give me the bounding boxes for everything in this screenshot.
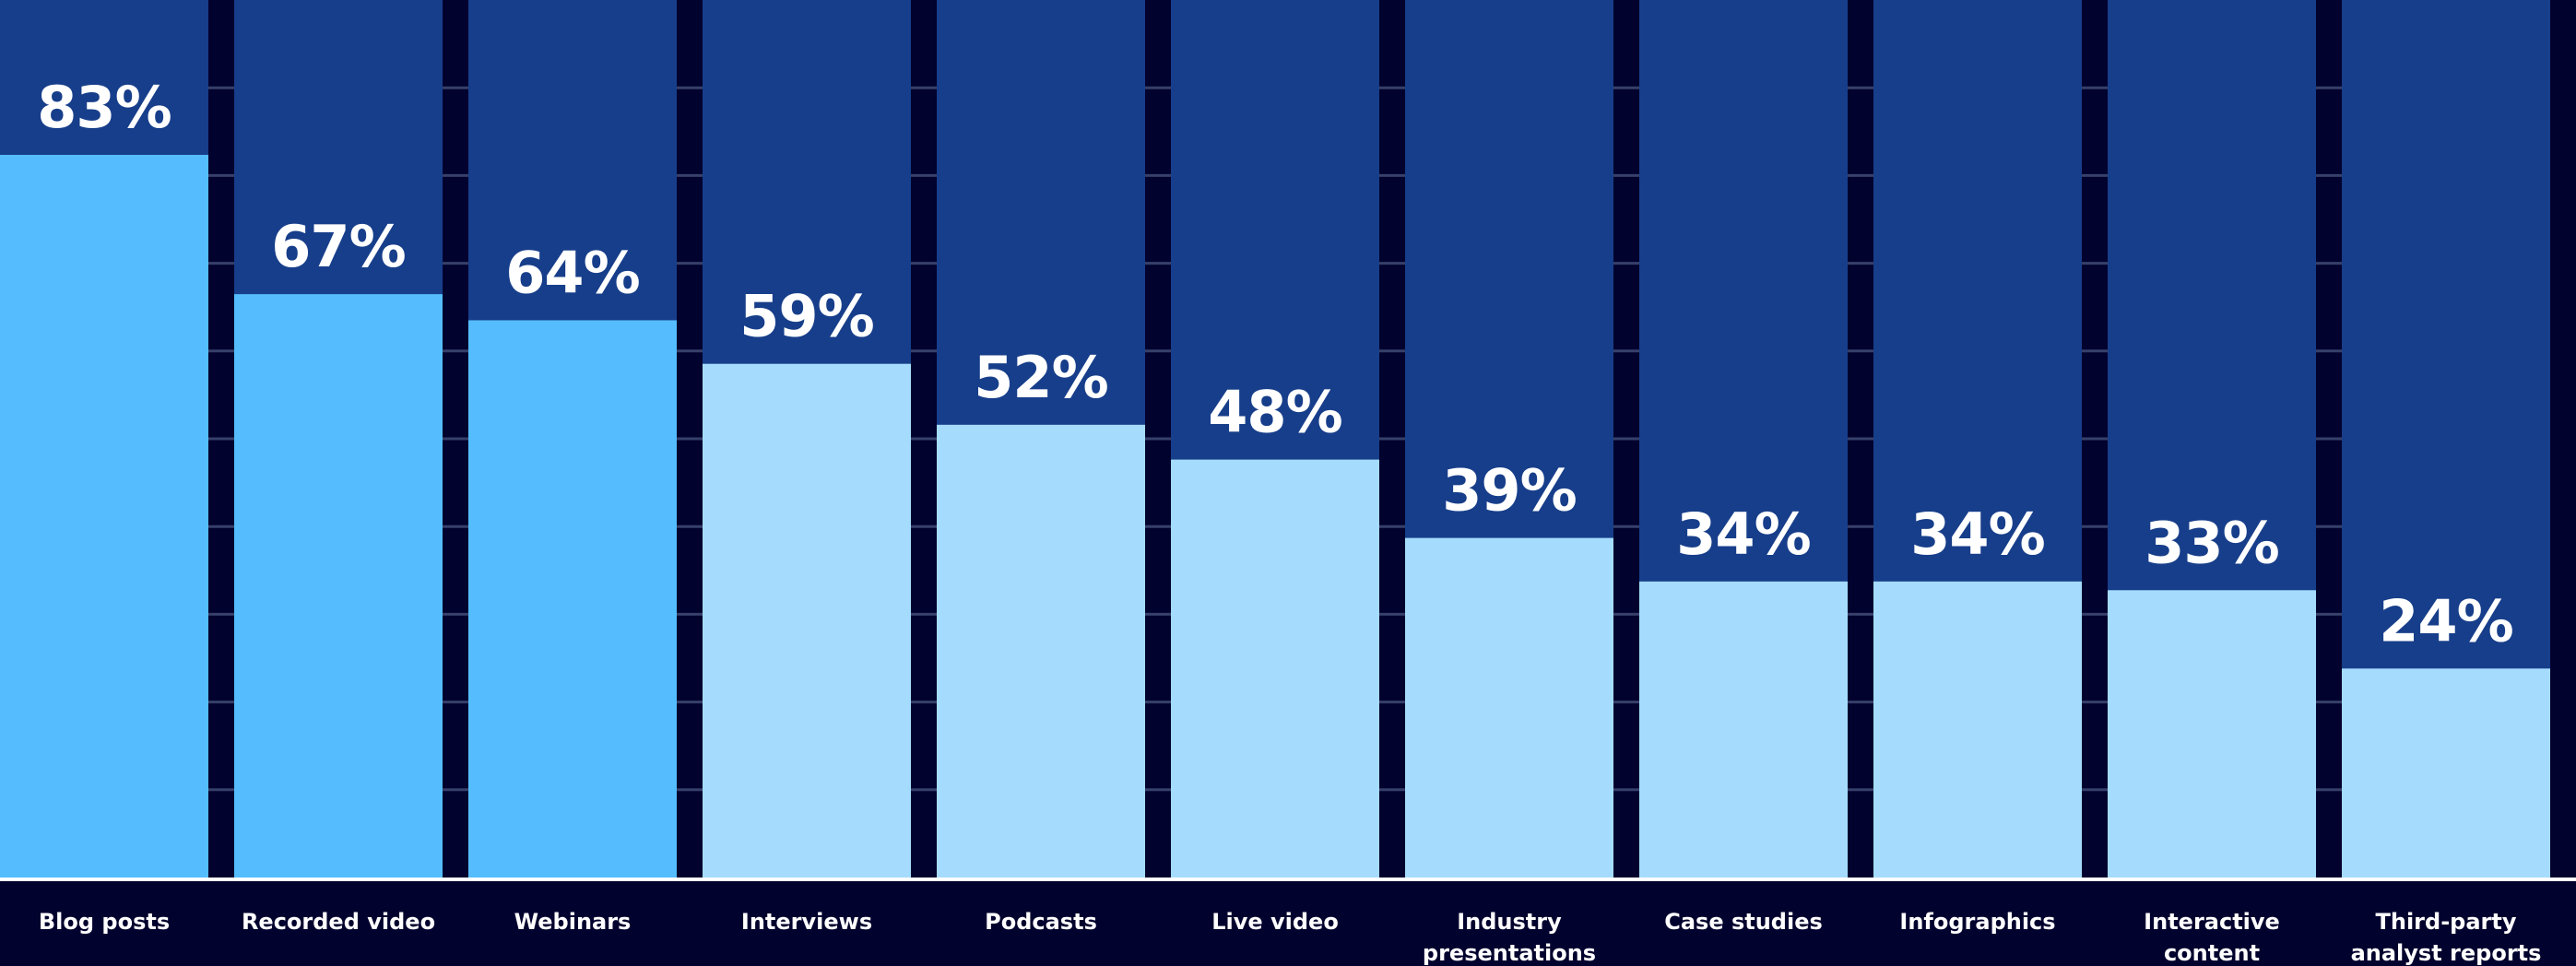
- bar-group: [1405, 0, 1613, 878]
- category-label-line: Interactive: [2144, 909, 2280, 935]
- bar-group: [1873, 0, 2082, 878]
- bar-group: [2342, 0, 2550, 878]
- category-label: Industry presentations: [1423, 909, 1596, 966]
- category-label: Live video: [1211, 909, 1339, 935]
- category-label: Case studies: [1664, 909, 1823, 935]
- category-label-line: presentations: [1423, 940, 1596, 966]
- value-label: 39%: [1442, 457, 1576, 524]
- value-label: 52%: [974, 344, 1107, 411]
- bar-group: [234, 0, 443, 878]
- category-label-line: Infographics: [1899, 909, 2055, 935]
- bar: [1639, 581, 1848, 878]
- bar: [703, 363, 911, 878]
- value-label: 64%: [505, 239, 639, 306]
- value-label: 33%: [2145, 509, 2278, 576]
- category-label: Podcasts: [985, 909, 1097, 935]
- category-label: Recorded video: [242, 909, 435, 935]
- bar: [234, 294, 443, 878]
- bar: [1171, 459, 1379, 878]
- bar-group: [2108, 0, 2316, 878]
- bar-group: [1171, 0, 1379, 878]
- bar-group: [1639, 0, 1848, 878]
- value-label: 83%: [37, 74, 171, 141]
- category-label-line: Case studies: [1664, 909, 1823, 935]
- category-label: Blog posts: [39, 909, 170, 935]
- category-label-line: Interviews: [741, 909, 872, 935]
- value-label: 34%: [1910, 501, 2044, 568]
- bar: [1873, 581, 2082, 878]
- category-label: Third-party analyst reports: [2351, 909, 2542, 966]
- bar: [0, 155, 208, 878]
- category-label-line: Webinars: [514, 909, 632, 935]
- bar-group: [703, 0, 911, 878]
- category-label: Interviews: [741, 909, 872, 935]
- bar: [2108, 590, 2316, 878]
- bar-group: [0, 0, 208, 878]
- value-label: 48%: [1208, 379, 1341, 446]
- category-label: Interactive content: [2144, 909, 2280, 966]
- category-label-line: Industry: [1457, 909, 1562, 935]
- bar-group: [468, 0, 677, 878]
- category-label-line: Podcasts: [985, 909, 1097, 935]
- value-label: 67%: [271, 213, 405, 280]
- value-label: 59%: [739, 283, 873, 350]
- value-label: 34%: [1676, 501, 1810, 568]
- category-label-line: Blog posts: [39, 909, 170, 935]
- category-label-line: Third-party: [2376, 909, 2517, 935]
- category-label-line: analyst reports: [2351, 940, 2542, 966]
- bar: [1405, 537, 1613, 878]
- bar-group: [937, 0, 1145, 878]
- category-label-line: content: [2164, 940, 2260, 966]
- value-label: 24%: [2379, 587, 2512, 654]
- bar: [2342, 668, 2550, 878]
- bar: [937, 424, 1145, 878]
- category-label: Webinars: [514, 909, 632, 935]
- category-label: Infographics: [1899, 909, 2055, 935]
- bar: [468, 320, 677, 878]
- category-label-line: Recorded video: [242, 909, 435, 935]
- category-label-line: Live video: [1211, 909, 1339, 935]
